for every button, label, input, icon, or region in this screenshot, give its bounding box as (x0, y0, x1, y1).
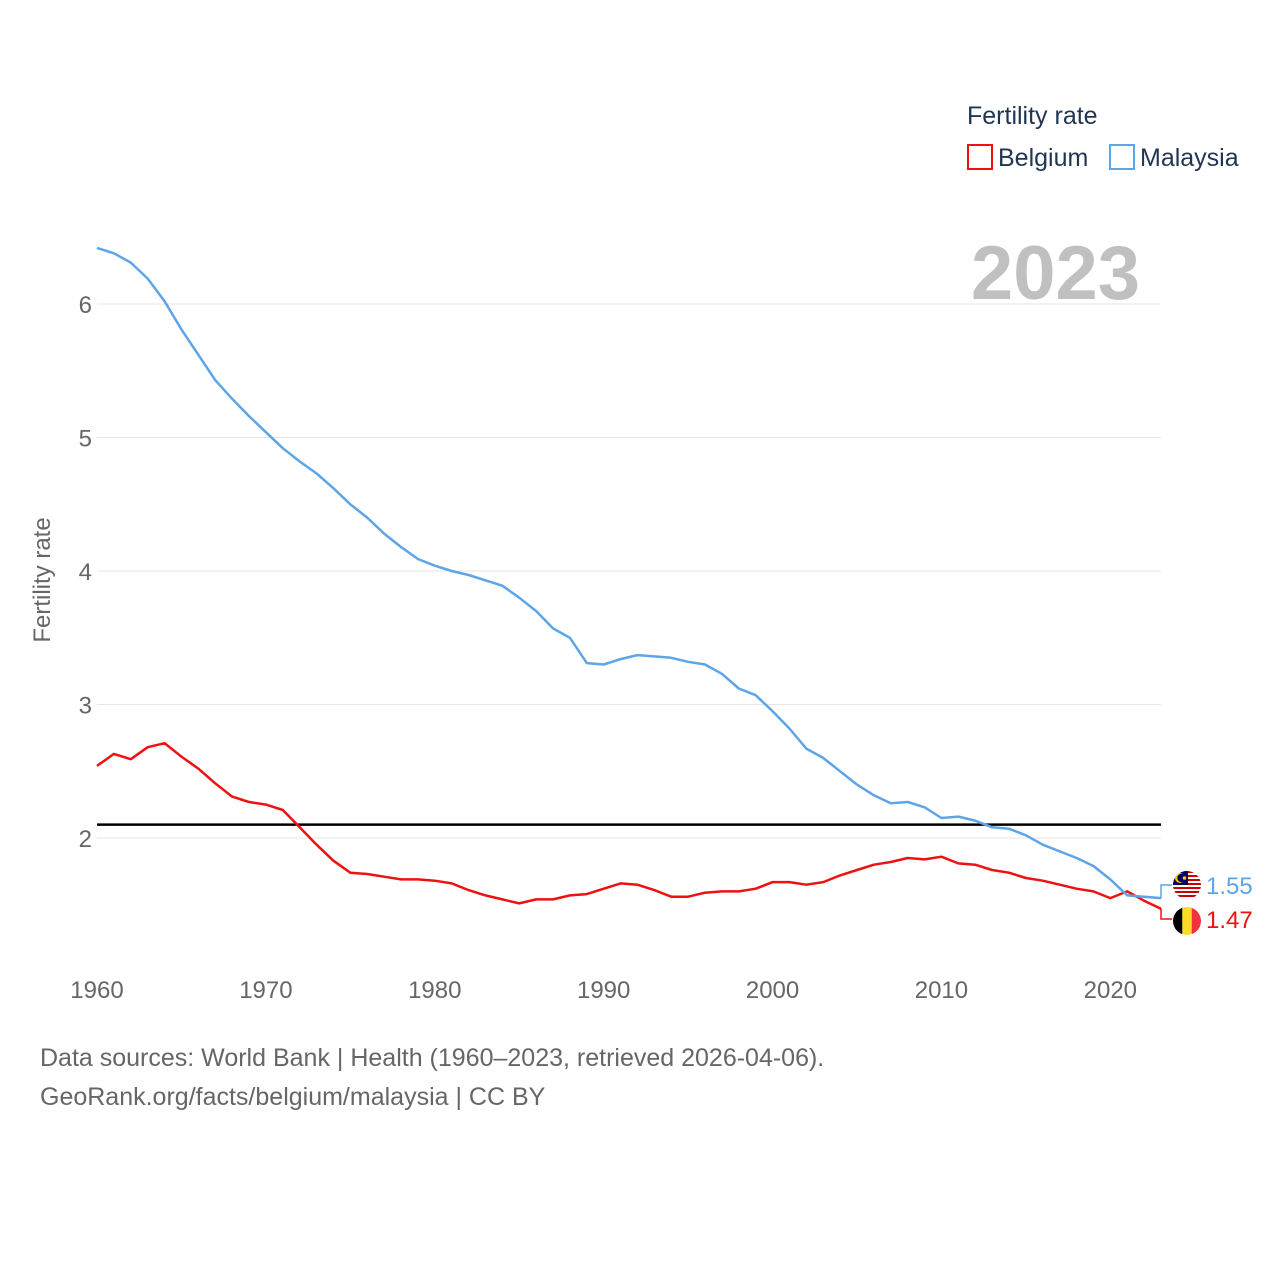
x-tick-label: 2020 (1084, 977, 1137, 1004)
grid-lines (97, 303, 1161, 839)
series-lines (96, 246, 1162, 910)
legend-title: Fertility rate (967, 102, 1098, 130)
y-tick-label: 4 (79, 559, 92, 586)
legend-swatch-malaysia (1109, 144, 1135, 170)
end-value-belgium: 1.47 (1206, 907, 1253, 934)
data-sources-note: Data sources: World Bank | Health (1960–… (40, 1044, 825, 1072)
legend-item-belgium[interactable]: Belgium (967, 144, 1088, 172)
legend-label-belgium: Belgium (998, 144, 1088, 172)
attribution-link[interactable]: GeoRank.org/facts/belgium/malaysia | CC … (40, 1083, 546, 1111)
x-tick-label: 1970 (239, 977, 292, 1004)
fertility-rate-chart: 2 3 4 5 6 1960 1970 1980 1990 2000 2010 2020 Ferti… (29, 102, 1253, 1004)
x-tick-label: 2010 (915, 977, 968, 1004)
series-line-malaysia[interactable] (96, 246, 1162, 900)
legend[interactable]: Fertility rate Belgium Malaysia (967, 102, 1239, 172)
leader-line-belgium (1160, 908, 1172, 920)
x-tick-label: 1990 (577, 977, 630, 1004)
y-tick-label: 2 (79, 826, 92, 853)
x-axis-ticks: 1960 1970 1980 1990 2000 2010 2020 (70, 977, 1137, 1004)
end-labels: 1.47 1.55 (1160, 871, 1253, 935)
y-axis-ticks: 2 3 4 5 6 (79, 292, 92, 853)
y-tick-label: 6 (79, 292, 92, 319)
legend-item-malaysia[interactable]: Malaysia (1109, 144, 1239, 172)
y-tick-label: 5 (79, 426, 92, 453)
x-tick-label: 1980 (408, 977, 461, 1004)
x-tick-label: 1960 (70, 977, 123, 1004)
legend-swatch-belgium (967, 144, 993, 170)
year-watermark: 2023 (971, 231, 1140, 316)
legend-label-malaysia: Malaysia (1140, 144, 1239, 172)
series-line-belgium[interactable] (96, 741, 1162, 910)
malaysia-flag-icon (1173, 871, 1201, 899)
end-value-malaysia: 1.55 (1206, 873, 1253, 900)
y-axis-label: Fertility rate (29, 517, 56, 642)
y-tick-label: 3 (79, 693, 92, 720)
belgium-flag-icon (1173, 907, 1201, 935)
leader-line-malaysia (1160, 884, 1172, 899)
x-tick-label: 2000 (746, 977, 799, 1004)
